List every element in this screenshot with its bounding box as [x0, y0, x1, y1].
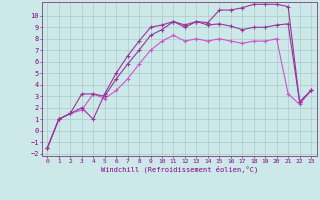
X-axis label: Windchill (Refroidissement éolien,°C): Windchill (Refroidissement éolien,°C) — [100, 165, 258, 173]
